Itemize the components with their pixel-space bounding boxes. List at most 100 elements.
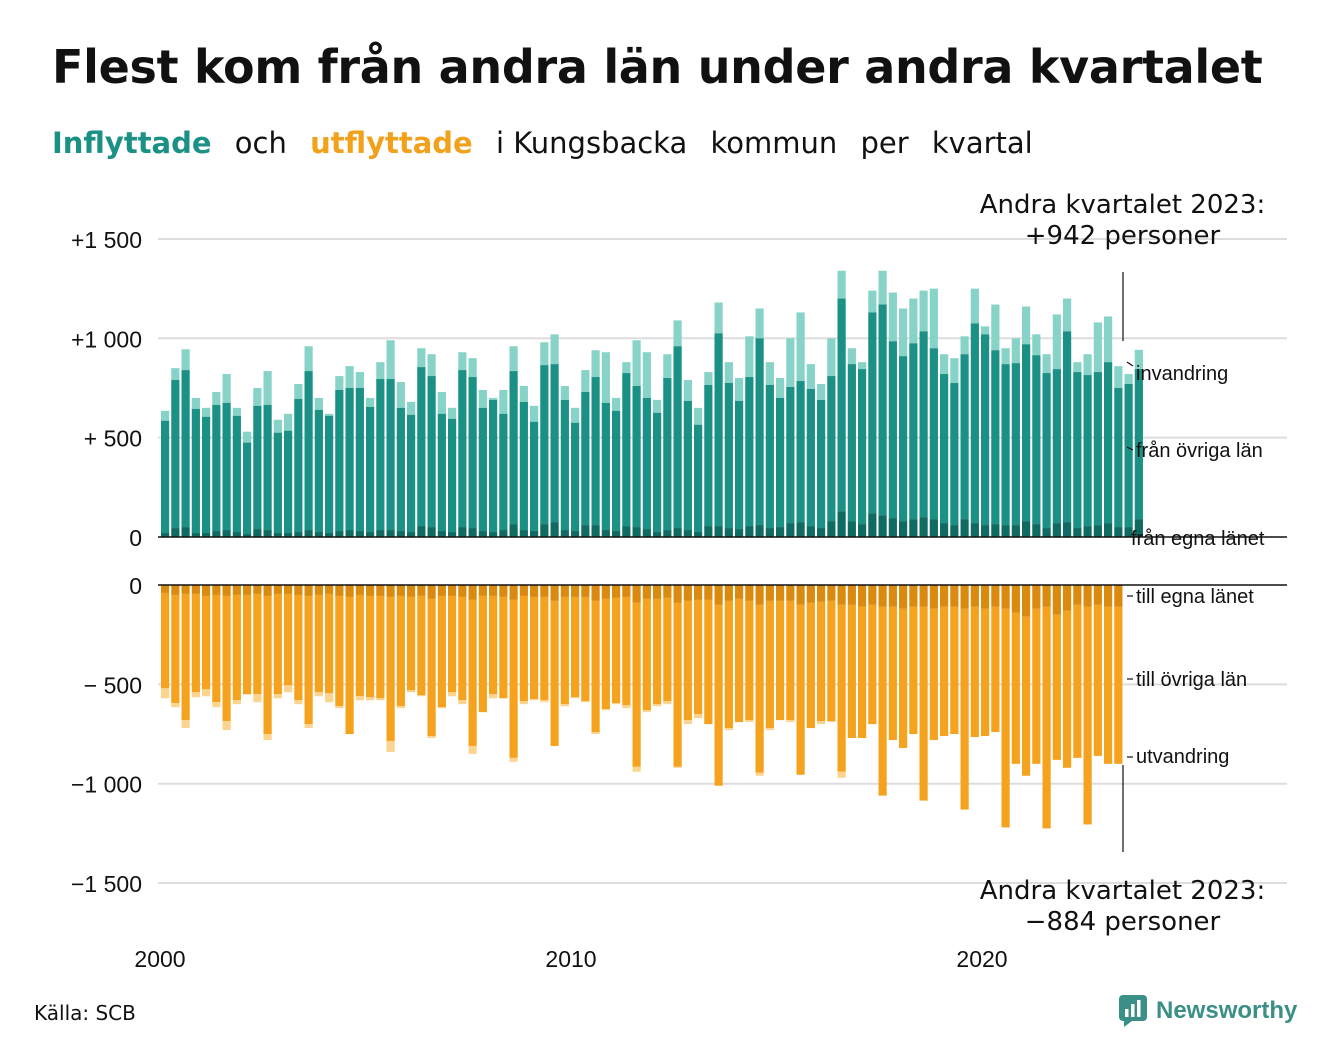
bar-out-other-lan bbox=[1104, 606, 1113, 764]
x-tick-label: 2010 bbox=[545, 946, 596, 972]
bar-in-immigration bbox=[325, 413, 334, 416]
bar-in-other-lan bbox=[919, 331, 928, 518]
bar-out-own-lan bbox=[171, 585, 180, 595]
bar-in-other-lan bbox=[724, 383, 733, 529]
bar-in-own-lan bbox=[673, 528, 682, 537]
bar-in-immigration bbox=[1134, 349, 1143, 370]
bar-in-immigration bbox=[1114, 366, 1123, 388]
bar-out-emigration bbox=[642, 710, 651, 713]
bar-in-other-lan bbox=[304, 371, 313, 531]
bar-in-other-lan bbox=[632, 385, 641, 528]
bar-out-other-lan bbox=[1114, 606, 1123, 764]
bar-out-own-lan bbox=[396, 585, 405, 596]
bar-out-own-lan bbox=[202, 585, 211, 596]
bar-in-own-lan bbox=[202, 533, 211, 537]
bar-out-own-lan bbox=[509, 585, 518, 600]
bar-in-own-lan bbox=[694, 532, 703, 537]
annotation-top-line2: +942 personer bbox=[1024, 221, 1221, 251]
bar-in-own-lan bbox=[222, 530, 231, 537]
bar-out-other-lan bbox=[284, 593, 293, 686]
bar-out-emigration bbox=[314, 692, 323, 697]
bar-in-immigration bbox=[950, 358, 959, 384]
bar-out-emigration bbox=[294, 700, 303, 705]
bar-in-immigration bbox=[704, 372, 713, 385]
bar-out-other-lan bbox=[581, 596, 590, 702]
bar-in-other-lan bbox=[396, 407, 405, 532]
bar-in-other-lan bbox=[222, 402, 231, 531]
x-tick-label: 2020 bbox=[956, 946, 1007, 972]
bar-in-own-lan bbox=[325, 533, 334, 537]
series-label-top: från övriga län bbox=[1136, 440, 1263, 462]
bar-in-immigration bbox=[243, 431, 252, 443]
bar-out-emigration bbox=[407, 690, 416, 693]
bar-in-own-lan bbox=[888, 518, 897, 537]
bar-out-emigration bbox=[601, 709, 610, 711]
bar-out-emigration bbox=[509, 757, 518, 762]
bar-out-own-lan bbox=[591, 585, 600, 601]
bar-out-own-lan bbox=[560, 585, 569, 597]
bar-in-own-lan bbox=[653, 532, 662, 537]
bar-out-emigration bbox=[745, 720, 754, 723]
bar-in-own-lan bbox=[663, 530, 672, 537]
bar-out-own-lan bbox=[601, 585, 610, 599]
bar-in-immigration bbox=[601, 352, 610, 403]
bar-in-own-lan bbox=[519, 530, 528, 537]
bar-out-emigration bbox=[489, 694, 498, 699]
bar-in-own-lan bbox=[581, 525, 590, 537]
bar-out-emigration bbox=[827, 721, 836, 723]
bar-out-other-lan bbox=[776, 600, 785, 721]
bar-in-immigration bbox=[929, 288, 938, 349]
bar-in-immigration bbox=[919, 290, 928, 332]
bar-out-own-lan bbox=[1063, 585, 1072, 611]
bar-in-own-lan bbox=[243, 534, 252, 537]
bar-out-other-lan bbox=[683, 600, 692, 721]
bar-out-other-lan bbox=[396, 595, 405, 707]
bar-out-emigration bbox=[448, 692, 457, 697]
bar-out-other-lan bbox=[263, 595, 272, 735]
bar-out-other-lan bbox=[253, 593, 262, 695]
bar-in-other-lan bbox=[560, 399, 569, 531]
bar-in-other-lan bbox=[284, 430, 293, 534]
bar-in-own-lan bbox=[530, 531, 539, 537]
bar-out-own-lan bbox=[1104, 585, 1113, 607]
bar-in-own-lan bbox=[765, 528, 774, 537]
bar-in-own-lan bbox=[806, 526, 815, 537]
bar-out-own-lan bbox=[919, 585, 928, 607]
y-tick-label-bottom: − 500 bbox=[84, 672, 142, 698]
bar-out-other-lan bbox=[786, 600, 795, 721]
bar-in-own-lan bbox=[591, 525, 600, 537]
bar-out-own-lan bbox=[960, 585, 969, 609]
bar-in-other-lan bbox=[663, 378, 672, 531]
bar-out-emigration bbox=[581, 701, 590, 703]
bar-out-own-lan bbox=[929, 585, 938, 609]
bar-in-immigration bbox=[888, 292, 897, 342]
bar-out-other-lan bbox=[560, 596, 569, 705]
bar-in-immigration bbox=[222, 374, 231, 403]
bar-in-immigration bbox=[212, 391, 221, 405]
bar-in-own-lan bbox=[991, 524, 1000, 537]
bar-in-immigration bbox=[530, 405, 539, 422]
bar-out-emigration bbox=[273, 694, 282, 699]
bar-out-emigration bbox=[212, 702, 221, 708]
subtitle-inflyttade: Inflyttade bbox=[52, 126, 212, 160]
bar-out-own-lan bbox=[622, 585, 631, 597]
bar-in-other-lan bbox=[714, 333, 723, 527]
bar-out-other-lan bbox=[612, 597, 621, 704]
bar-in-own-lan bbox=[273, 533, 282, 537]
bar-out-own-lan bbox=[970, 585, 979, 607]
bar-out-emigration bbox=[171, 703, 180, 708]
bar-in-own-lan bbox=[335, 531, 344, 537]
bar-in-immigration bbox=[499, 389, 508, 414]
bar-in-other-lan bbox=[1093, 372, 1102, 526]
bar-in-other-lan bbox=[878, 304, 887, 516]
bar-out-own-lan bbox=[755, 585, 764, 605]
bar-out-other-lan bbox=[386, 596, 395, 741]
bar-in-own-lan bbox=[878, 515, 887, 537]
bar-out-own-lan bbox=[519, 585, 528, 596]
annotation-top-line1: Andra kvartalet 2023: bbox=[979, 190, 1266, 220]
series-label-top: invandring bbox=[1136, 363, 1228, 385]
bar-in-own-lan bbox=[263, 530, 272, 537]
annotation-bottom-line2: −884 personer bbox=[1024, 907, 1221, 937]
source-note: Källa: SCB bbox=[34, 1001, 136, 1025]
bar-in-immigration bbox=[981, 326, 990, 335]
